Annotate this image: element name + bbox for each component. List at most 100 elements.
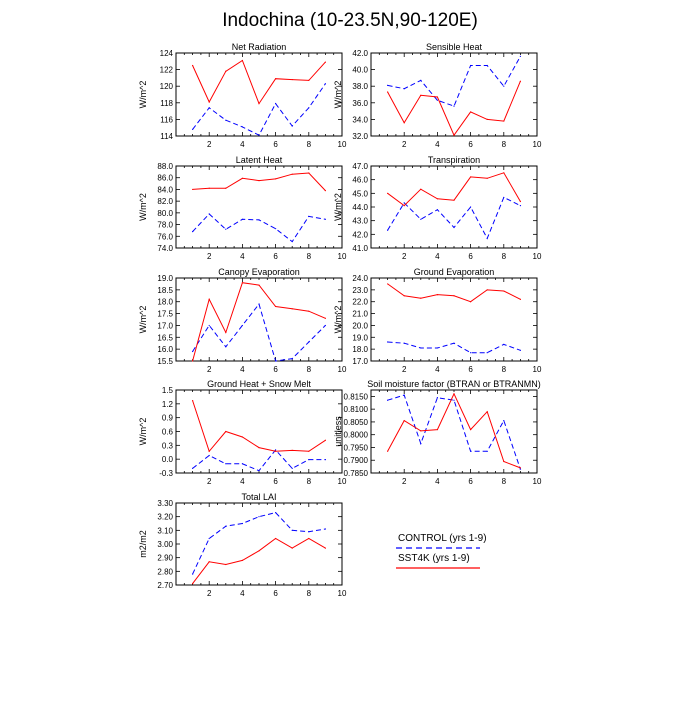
data-point-sst4k	[241, 59, 243, 62]
data-point-control	[436, 99, 438, 101]
y-tick-label: 19.0	[157, 274, 173, 283]
data-point-sst4k	[436, 294, 438, 296]
plot-frame	[175, 52, 343, 137]
data-point-sst4k	[324, 61, 326, 63]
data-point-control	[453, 226, 455, 229]
x-tick-label: 4	[240, 252, 245, 261]
x-tick-label: 10	[533, 252, 542, 261]
y-tick-label: 41.0	[352, 244, 368, 253]
plot-frame	[175, 277, 343, 362]
data-point-control	[324, 83, 326, 85]
x-tick-label: 10	[533, 140, 542, 149]
y-tick-label: 17.0	[157, 321, 173, 330]
data-point-sst4k	[225, 70, 227, 72]
data-point-control	[403, 202, 405, 204]
plot-frame	[175, 389, 343, 474]
data-point-control	[291, 125, 293, 127]
x-tick-label: 4	[435, 252, 440, 261]
data-point-sst4k	[470, 176, 472, 178]
y-tick-label: 2.90	[157, 554, 173, 563]
data-point-control	[258, 134, 260, 136]
data-point-sst4k	[275, 450, 277, 452]
data-point-sst4k	[275, 178, 277, 180]
data-point-control	[275, 103, 277, 105]
data-point-control	[291, 529, 293, 531]
y-tick-label: 116	[160, 115, 173, 124]
data-point-control	[470, 206, 472, 208]
data-point-sst4k	[486, 411, 488, 413]
x-tick-label: 2	[402, 365, 407, 374]
data-point-control	[387, 229, 389, 231]
data-point-control	[436, 347, 438, 349]
data-point-control	[503, 85, 505, 87]
x-tick-label: 2	[402, 140, 407, 149]
y-tick-label: 3.10	[157, 526, 173, 535]
data-point-sst4k	[420, 188, 422, 190]
data-point-control	[308, 459, 310, 461]
data-point-sst4k	[403, 295, 405, 297]
data-point-control	[225, 463, 227, 465]
data-point-sst4k	[387, 450, 389, 452]
x-tick-label: 2	[207, 365, 212, 374]
data-point-sst4k	[225, 430, 227, 433]
data-point-sst4k	[519, 80, 522, 82]
series-line-control	[192, 449, 326, 472]
chart-panel-1: Net Radiation W/m^2 2 4 6 8 10 114 116 118 120 122 1…	[138, 42, 347, 149]
data-point-sst4k	[225, 187, 227, 189]
y-tick-label: 82.0	[157, 197, 173, 206]
data-point-control	[503, 196, 505, 199]
series-line-control	[387, 56, 521, 107]
data-point-sst4k	[519, 200, 522, 203]
data-point-control	[241, 463, 243, 465]
chart-panel-2: Sensible Heat W/m^2 2 4 6 8 10 32.0 34.0 36.0 38.0…	[333, 42, 542, 149]
y-tick-label: 86.0	[157, 174, 173, 183]
x-tick-label: 4	[435, 477, 440, 486]
data-point-sst4k	[308, 537, 310, 540]
data-point-control	[470, 450, 472, 452]
y-tick-label: 2.70	[157, 581, 173, 590]
series-line-control	[192, 303, 326, 362]
x-tick-label: 6	[468, 140, 473, 149]
data-point-sst4k	[324, 547, 326, 549]
x-tick-label: 6	[273, 140, 278, 149]
data-point-sst4k	[225, 563, 227, 566]
y-axis-label: W/m^2	[333, 306, 343, 334]
data-point-sst4k	[519, 467, 522, 469]
series-line-control	[387, 196, 521, 240]
page-title: Indochina (10-23.5N,90-120E)	[222, 10, 478, 31]
data-point-sst4k	[208, 450, 210, 452]
x-tick-label: 4	[240, 140, 245, 149]
data-point-control	[258, 219, 260, 221]
chart-panel-8: Soil moisture factor (BTRAN or BTRANMN) u…	[333, 379, 542, 486]
x-tick-label: 6	[273, 365, 278, 374]
data-point-sst4k	[519, 298, 522, 300]
data-point-sst4k	[470, 301, 472, 303]
data-point-control	[486, 64, 488, 67]
y-tick-label: 22.0	[352, 298, 368, 307]
data-point-control	[192, 231, 194, 233]
data-point-sst4k	[453, 134, 455, 136]
data-point-sst4k	[420, 297, 422, 299]
y-tick-label: 38.0	[352, 82, 368, 91]
x-tick-label: 4	[240, 365, 245, 374]
plot-frame	[370, 52, 538, 137]
data-point-control	[324, 324, 326, 327]
y-tick-label: 24.0	[352, 274, 368, 283]
y-tick-label: 0.7900	[344, 456, 369, 465]
data-point-control	[470, 352, 472, 354]
x-tick-label: 6	[273, 477, 278, 486]
data-point-control	[275, 511, 277, 514]
y-axis-label: W/m^2	[333, 193, 343, 221]
x-tick-label: 6	[468, 365, 473, 374]
data-point-control	[208, 454, 210, 457]
y-axis-label: W/m^2	[138, 193, 148, 221]
data-point-sst4k	[241, 436, 243, 438]
data-point-sst4k	[403, 205, 405, 207]
data-point-control	[486, 352, 488, 354]
x-tick-label: 6	[468, 252, 473, 261]
y-tick-label: 3.00	[157, 540, 173, 549]
data-point-sst4k	[503, 120, 505, 122]
data-point-control	[275, 449, 277, 451]
